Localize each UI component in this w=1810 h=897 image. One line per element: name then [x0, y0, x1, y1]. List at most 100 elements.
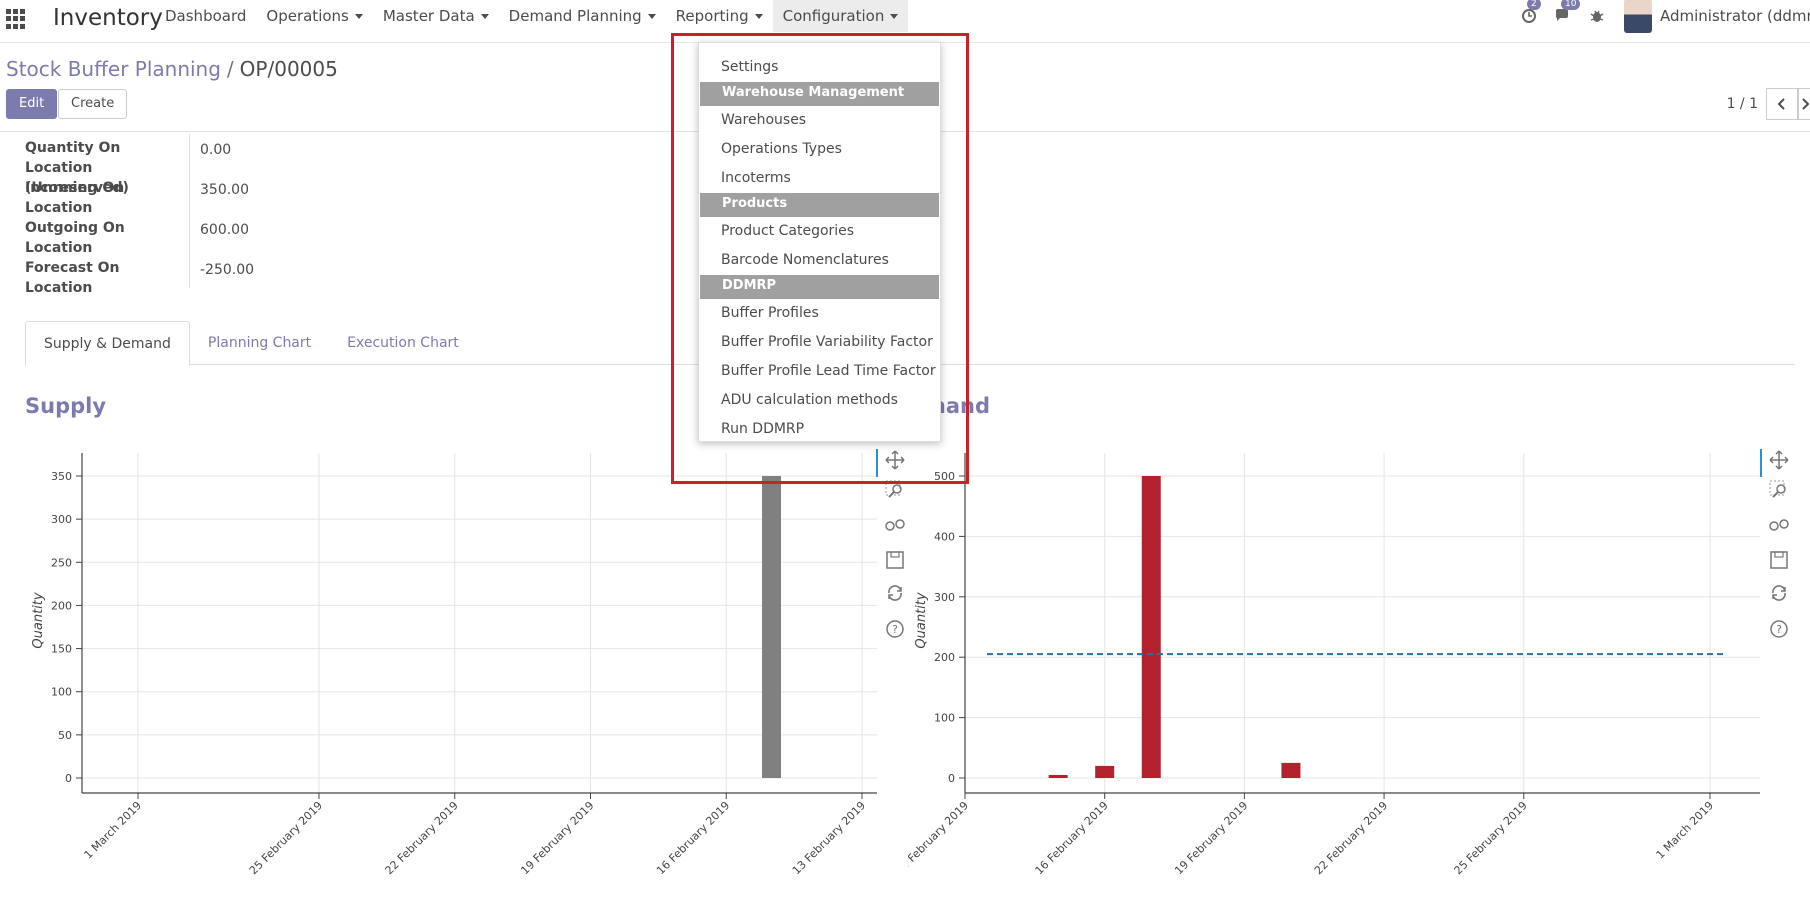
apps-menu-icon[interactable]: [6, 9, 26, 29]
wheel-zoom-tool-icon[interactable]: [1768, 515, 1790, 537]
breadcrumb: Stock Buffer Planning / OP/00005: [6, 56, 338, 82]
save-tool-icon[interactable]: [1768, 549, 1790, 571]
caret-down-icon: [754, 14, 763, 19]
y-axis-label: Quantity: [914, 592, 929, 648]
bar: [1095, 765, 1115, 778]
field-label: Incoming On Location: [25, 180, 125, 216]
demand-chart-toolbar: ?: [1760, 449, 1790, 649]
menu-item-run-ddmrp[interactable]: Run DDMRP: [721, 421, 805, 437]
svg-text:?: ?: [1776, 623, 1782, 636]
systray: 2 10 Administrator (ddmrp_: [1512, 0, 1810, 33]
reset-tool-icon[interactable]: [884, 582, 906, 604]
field-label: Quantity On Location (Unreserved): [25, 140, 129, 196]
menu-item-buffer-profile-variability-factor[interactable]: Buffer Profile Variability Factor: [721, 334, 933, 350]
app-brand[interactable]: Inventory: [53, 5, 163, 31]
save-tool-icon[interactable]: [884, 549, 906, 571]
menu-dashboard[interactable]: Dashboard: [165, 7, 247, 25]
bar: [762, 476, 781, 778]
wheel-zoom-tool-icon[interactable]: [884, 515, 906, 537]
y-tick-label: 100: [934, 712, 955, 725]
supply-chart: 0 50 100 150 200 250 300 350 1 March 2019 25 Febr…: [31, 453, 877, 877]
field-label: Forecast On Location: [25, 260, 120, 296]
field-qty-on-location: Quantity On Location (Unreserved) 0.00: [25, 138, 231, 198]
messages-button[interactable]: 10: [1546, 0, 1581, 32]
chat-icon: [1556, 9, 1568, 21]
active-tool-indicator: [876, 449, 878, 477]
breadcrumb-separator: /: [226, 57, 234, 81]
tab-execution-chart[interactable]: Execution Chart: [347, 335, 459, 351]
x-tick-label: 22 February 2019: [1312, 799, 1390, 877]
bar: [1048, 774, 1068, 778]
menu-configuration[interactable]: Configuration: [772, 0, 909, 32]
box-zoom-tool-icon[interactable]: [884, 479, 906, 501]
menu-item-operations-types[interactable]: Operations Types: [721, 141, 842, 157]
caret-down-icon: [647, 14, 656, 19]
messages-count-badge: 10: [1561, 0, 1581, 10]
menu-master-data[interactable]: Master Data: [373, 0, 499, 32]
menu-header-ddmrp: DDMRP: [700, 275, 939, 299]
field-divider: [189, 134, 190, 288]
edit-button[interactable]: Edit: [6, 89, 58, 119]
y-tick-label: 200: [51, 599, 72, 612]
user-menu[interactable]: Administrator (ddmrp_: [1660, 7, 1810, 25]
menu-item-settings[interactable]: Settings: [721, 59, 779, 75]
y-tick-label: 300: [934, 591, 955, 604]
menu-item-product-categories[interactable]: Product Categories: [721, 223, 855, 239]
caret-down-icon: [354, 14, 363, 19]
field-value: -250.00: [200, 262, 255, 278]
supply-chart-title: Supply: [25, 394, 107, 418]
help-tool-icon[interactable]: ?: [1768, 618, 1790, 640]
supply-chart-toolbar: ?: [876, 449, 906, 649]
x-tick-label: 16 February 2019: [654, 799, 732, 877]
clock-icon: [1522, 9, 1536, 23]
y-tick-label: 0: [65, 772, 72, 785]
field-label: Outgoing On Location: [25, 220, 125, 256]
menu-header-products: Products: [700, 193, 939, 217]
y-tick-label: 50: [58, 729, 72, 742]
plot-area: [82, 453, 877, 793]
main-menu: Dashboard Operations Master Data Demand …: [155, 0, 909, 32]
caret-down-icon: [890, 14, 899, 19]
field-outgoing-on-location: Outgoing On Location 600.00: [25, 218, 249, 258]
pager-next-button[interactable]: [1798, 88, 1810, 120]
tab-supply-demand[interactable]: Supply & Demand: [25, 321, 190, 366]
menu-item-warehouses[interactable]: Warehouses: [721, 112, 807, 128]
reset-tool-icon[interactable]: [1768, 582, 1790, 604]
x-tick-label: 1 March 2019: [82, 799, 145, 862]
x-tick-label: 22 February 2019: [383, 799, 461, 877]
caret-down-icon: [480, 14, 489, 19]
box-zoom-tool-icon[interactable]: [1768, 479, 1790, 501]
y-tick-label: 250: [51, 556, 72, 569]
menu-item-buffer-profile-lead-time-factor[interactable]: Buffer Profile Lead Time Factor: [721, 363, 936, 379]
y-tick-label: 300: [51, 513, 72, 526]
pager-previous-button[interactable]: [1766, 88, 1798, 120]
breadcrumb-parent-link[interactable]: Stock Buffer Planning: [6, 57, 221, 81]
field-incoming-on-location: Incoming On Location 350.00: [25, 178, 249, 218]
help-tool-icon[interactable]: ?: [884, 618, 906, 640]
demand-chart: 0 100 200 300 400 500 13 February 2019 16 Febru…: [908, 453, 1760, 877]
y-tick-label: 0: [948, 772, 955, 785]
debug-button[interactable]: [1580, 0, 1614, 32]
y-tick-label: 200: [934, 651, 955, 664]
menu-item-incoterms[interactable]: Incoterms: [721, 170, 791, 186]
pan-tool-icon[interactable]: [884, 449, 906, 471]
menu-item-barcode-nomenclatures[interactable]: Barcode Nomenclatures: [721, 252, 889, 268]
field-value: 0.00: [200, 142, 232, 158]
x-tick-label: 19 February 2019: [518, 799, 596, 877]
pager-value[interactable]: 1 / 1: [1726, 96, 1758, 112]
pager: 1 / 1: [1727, 88, 1810, 120]
menu-item-adu-calculation-methods[interactable]: ADU calculation methods: [721, 392, 898, 408]
menu-demand-planning[interactable]: Demand Planning: [499, 0, 666, 32]
tab-planning-chart[interactable]: Planning Chart: [207, 335, 312, 351]
pan-tool-icon[interactable]: [1768, 449, 1790, 471]
avatar[interactable]: [1624, 0, 1652, 33]
menu-operations[interactable]: Operations: [256, 0, 372, 32]
chevron-left-icon: [1777, 98, 1785, 110]
menu-reporting[interactable]: Reporting: [666, 0, 773, 32]
svg-text:?: ?: [892, 623, 898, 636]
menu-item-buffer-profiles[interactable]: Buffer Profiles: [721, 305, 819, 321]
create-button[interactable]: Create: [58, 89, 128, 119]
chevron-right-icon: [1801, 98, 1809, 110]
menu-header-warehouse-management: Warehouse Management: [700, 82, 939, 106]
activities-button[interactable]: 2: [1512, 0, 1546, 32]
